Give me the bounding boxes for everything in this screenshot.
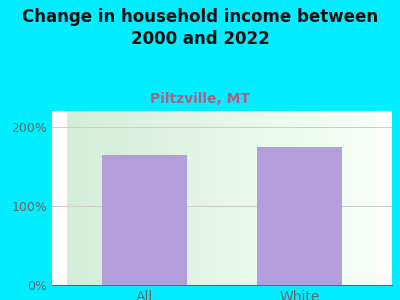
Bar xyxy=(257,147,342,285)
Text: Piltzville, MT: Piltzville, MT xyxy=(150,92,250,106)
Bar xyxy=(102,154,187,285)
Text: Change in household income between
2000 and 2022: Change in household income between 2000 … xyxy=(22,8,378,48)
